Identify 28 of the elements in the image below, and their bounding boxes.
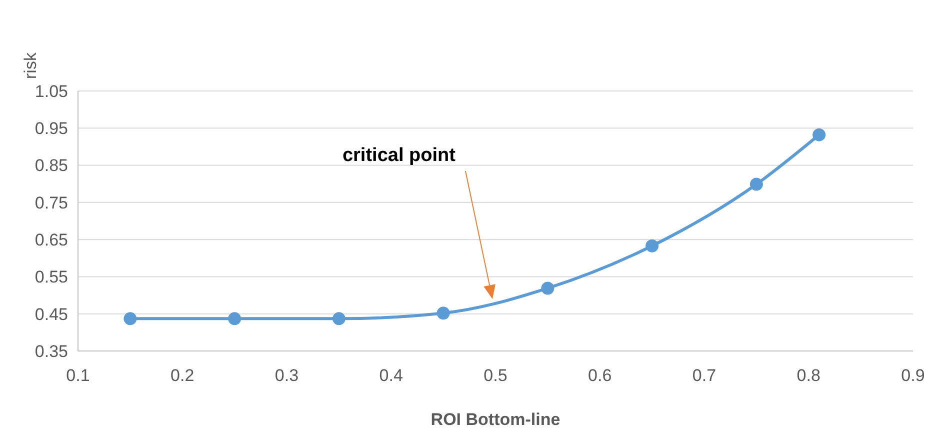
point: [228, 312, 242, 326]
point: [541, 282, 554, 295]
y-tick-label: 0.65: [34, 230, 68, 250]
x-tick-label: 0.1: [66, 366, 90, 385]
x-axis-title: ROI Bottom-line: [430, 410, 560, 429]
y-tick-label: 0.95: [34, 119, 68, 138]
y-tick-label: 0.35: [34, 342, 68, 361]
x-tick-label: 0.7: [692, 366, 716, 385]
x-tick-label: 0.6: [588, 366, 612, 385]
point: [436, 306, 450, 320]
x-tick-label: 0.8: [796, 366, 820, 385]
x-tick-label: 0.9: [901, 366, 925, 385]
x-tick-label: 0.4: [379, 366, 403, 385]
y-tick-label: 0.45: [34, 304, 68, 324]
y-axis-title: risk: [21, 52, 40, 79]
annotation: critical point: [342, 145, 456, 166]
point: [332, 312, 346, 326]
x-tick-label: 0.2: [170, 366, 194, 385]
point: [124, 312, 137, 326]
y-tick-label: 1.05: [34, 82, 68, 101]
y-tick-label: 0.85: [34, 156, 68, 176]
y-tick-label: 0.55: [34, 268, 68, 287]
point: [750, 178, 763, 191]
point: [812, 128, 826, 142]
y-tick-label: 0.75: [34, 193, 68, 212]
x-tick-label: 0.3: [274, 366, 299, 385]
x-tick-label: 0.5: [484, 366, 508, 385]
point: [646, 239, 659, 252]
